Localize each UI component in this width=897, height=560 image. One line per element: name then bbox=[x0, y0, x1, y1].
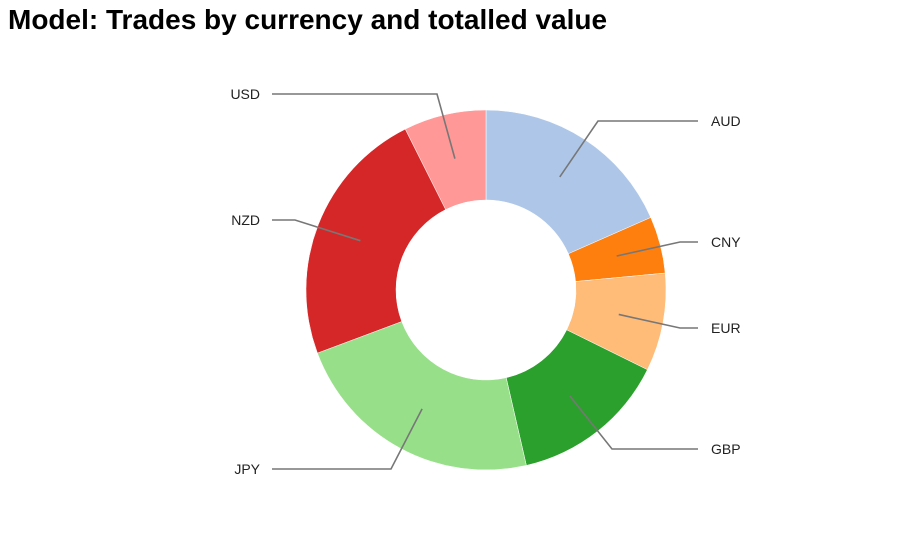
slice-label-eur: EUR bbox=[711, 320, 741, 336]
slice-usd bbox=[404, 109, 487, 210]
slice-label-cny: CNY bbox=[711, 234, 741, 250]
leader-line-jpy bbox=[272, 408, 423, 470]
leader-line-gbp bbox=[569, 395, 698, 450]
slice-nzd bbox=[305, 128, 446, 354]
slice-label-jpy: JPY bbox=[234, 461, 260, 477]
leader-line-usd bbox=[272, 93, 456, 159]
leader-line-cny bbox=[616, 241, 698, 257]
slice-jpy bbox=[317, 321, 527, 471]
slice-label-nzd: NZD bbox=[231, 212, 260, 228]
slice-aud bbox=[485, 109, 652, 255]
leader-line-eur bbox=[618, 313, 698, 329]
leader-line-aud bbox=[559, 120, 698, 178]
slice-label-aud: AUD bbox=[711, 113, 741, 129]
chart-title: Model: Trades by currency and totalled v… bbox=[8, 4, 608, 35]
slice-label-usd: USD bbox=[230, 86, 260, 102]
leader-line-nzd bbox=[272, 219, 361, 242]
slice-label-gbp: GBP bbox=[711, 441, 741, 457]
